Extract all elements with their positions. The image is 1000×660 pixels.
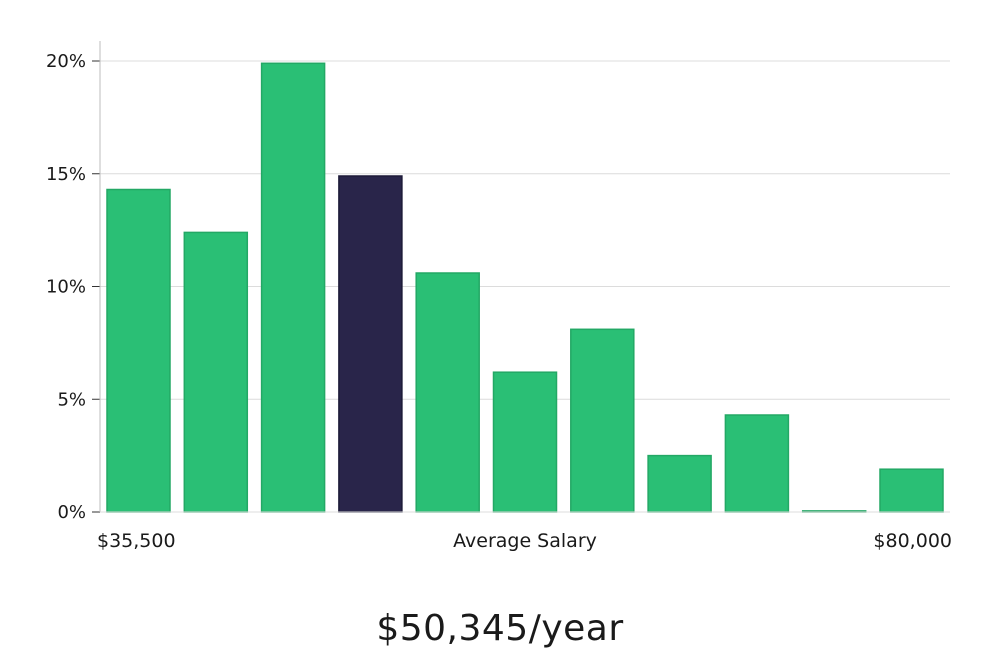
bar-7 [647, 454, 712, 513]
y-tick-label-15: 15% [46, 164, 86, 185]
bar-2 [260, 62, 326, 513]
bar-4 [415, 272, 480, 513]
y-tick-label-5: 5% [57, 389, 86, 410]
axis-layer [92, 41, 950, 513]
y-tick-label-10: 10% [46, 277, 86, 298]
bar-1 [183, 231, 249, 513]
x-axis-title: Average Salary [453, 530, 597, 552]
bar-10 [879, 468, 944, 513]
y-tick-label-0: 0% [57, 502, 86, 523]
x-min-label: $35,500 [97, 530, 176, 552]
bar-6 [570, 328, 635, 513]
bar-highlighted-3 [338, 175, 403, 513]
x-max-label: $80,000 [873, 530, 952, 552]
bar-0 [106, 188, 171, 513]
bar-5 [492, 371, 558, 513]
y-tick-labels: 0% 5% 10% 15% 20% [46, 51, 86, 523]
bar-8 [724, 414, 790, 513]
average-salary-value: $50,345/year [376, 608, 624, 649]
bar-layer [106, 62, 944, 513]
y-tick-label-20: 20% [46, 51, 86, 72]
